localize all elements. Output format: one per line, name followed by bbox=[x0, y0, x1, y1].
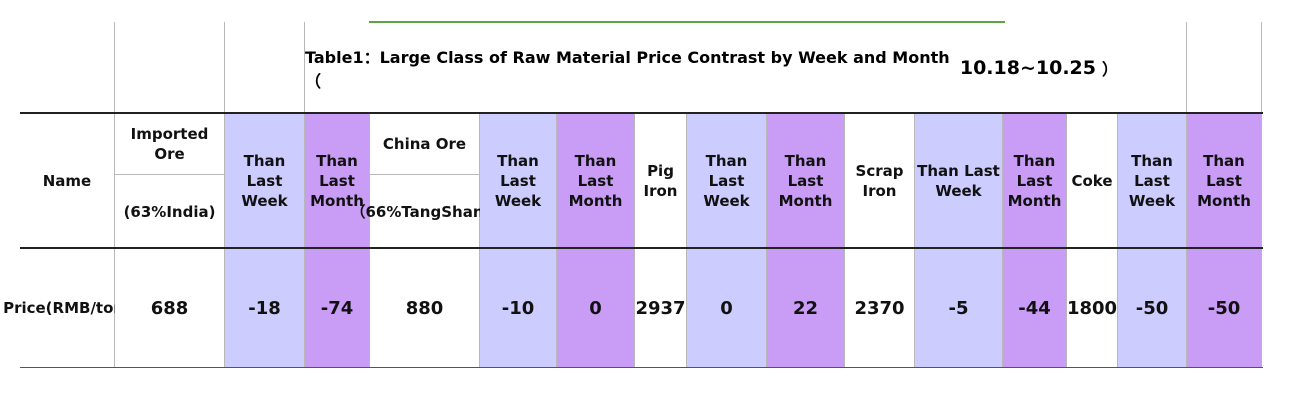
value-cell: -74 bbox=[305, 248, 370, 368]
value-cell: -18 bbox=[225, 248, 305, 368]
value-cell: 2937 bbox=[635, 248, 687, 368]
value-cell: 880 bbox=[370, 248, 480, 368]
value-cell: 0 bbox=[557, 248, 635, 368]
empty-cell bbox=[115, 22, 225, 113]
title-text: Table1：Large Class of Raw Material Price… bbox=[305, 47, 950, 91]
rule bbox=[20, 247, 1263, 249]
header-cell: Than Last Week bbox=[225, 113, 305, 248]
table-title: Table1：Large Class of Raw Material Price… bbox=[305, 22, 1118, 113]
green-bar bbox=[369, 21, 1005, 23]
header-note: （66%TangShan） bbox=[350, 175, 499, 248]
header-cell: Coke bbox=[1067, 113, 1118, 248]
value-cell: 0 bbox=[687, 248, 767, 368]
header-cell: Than Last Week bbox=[687, 113, 767, 248]
value-cell: 1800 bbox=[1067, 248, 1118, 368]
title-period: 10.18~10.25 bbox=[959, 56, 1096, 79]
header-cell: Than Last Week bbox=[915, 113, 1003, 248]
header-cell: Than Last Month bbox=[305, 113, 370, 248]
header-cell: Than Last Week bbox=[480, 113, 557, 248]
header-cell: Pig Iron bbox=[635, 113, 687, 248]
value-cell: -5 bbox=[915, 248, 1003, 368]
value-cell: -44 bbox=[1003, 248, 1067, 368]
value-cell: 688 bbox=[115, 248, 225, 368]
rule bbox=[20, 112, 1263, 114]
rule bbox=[20, 367, 1263, 368]
header-cell: Than Last Month bbox=[767, 113, 845, 248]
header-cell: Than Last Month bbox=[1187, 113, 1262, 248]
title-end: ） bbox=[1101, 59, 1118, 79]
value-cell: 2370 bbox=[845, 248, 915, 368]
header-cell: China Ore bbox=[370, 113, 480, 175]
empty-cell bbox=[225, 22, 305, 113]
value-cell: -50 bbox=[1187, 248, 1262, 368]
empty-cell bbox=[1187, 22, 1262, 113]
empty-cell bbox=[20, 22, 115, 113]
header-cell: Than Last Month bbox=[557, 113, 635, 248]
header-cell: Name bbox=[20, 113, 115, 248]
header-cell: Than Last Month bbox=[1003, 113, 1067, 248]
row-label: Price(RMB/ton) bbox=[3, 248, 131, 368]
header-cell: Scrap Iron bbox=[845, 113, 915, 248]
header-cell: Imported Ore bbox=[115, 113, 225, 175]
header-note: (63%India) bbox=[115, 175, 225, 248]
value-cell: 22 bbox=[767, 248, 845, 368]
value-cell: -10 bbox=[480, 248, 557, 368]
value-cell: -50 bbox=[1118, 248, 1187, 368]
header-cell: Than Last Week bbox=[1118, 113, 1187, 248]
empty-cell bbox=[1118, 22, 1187, 113]
